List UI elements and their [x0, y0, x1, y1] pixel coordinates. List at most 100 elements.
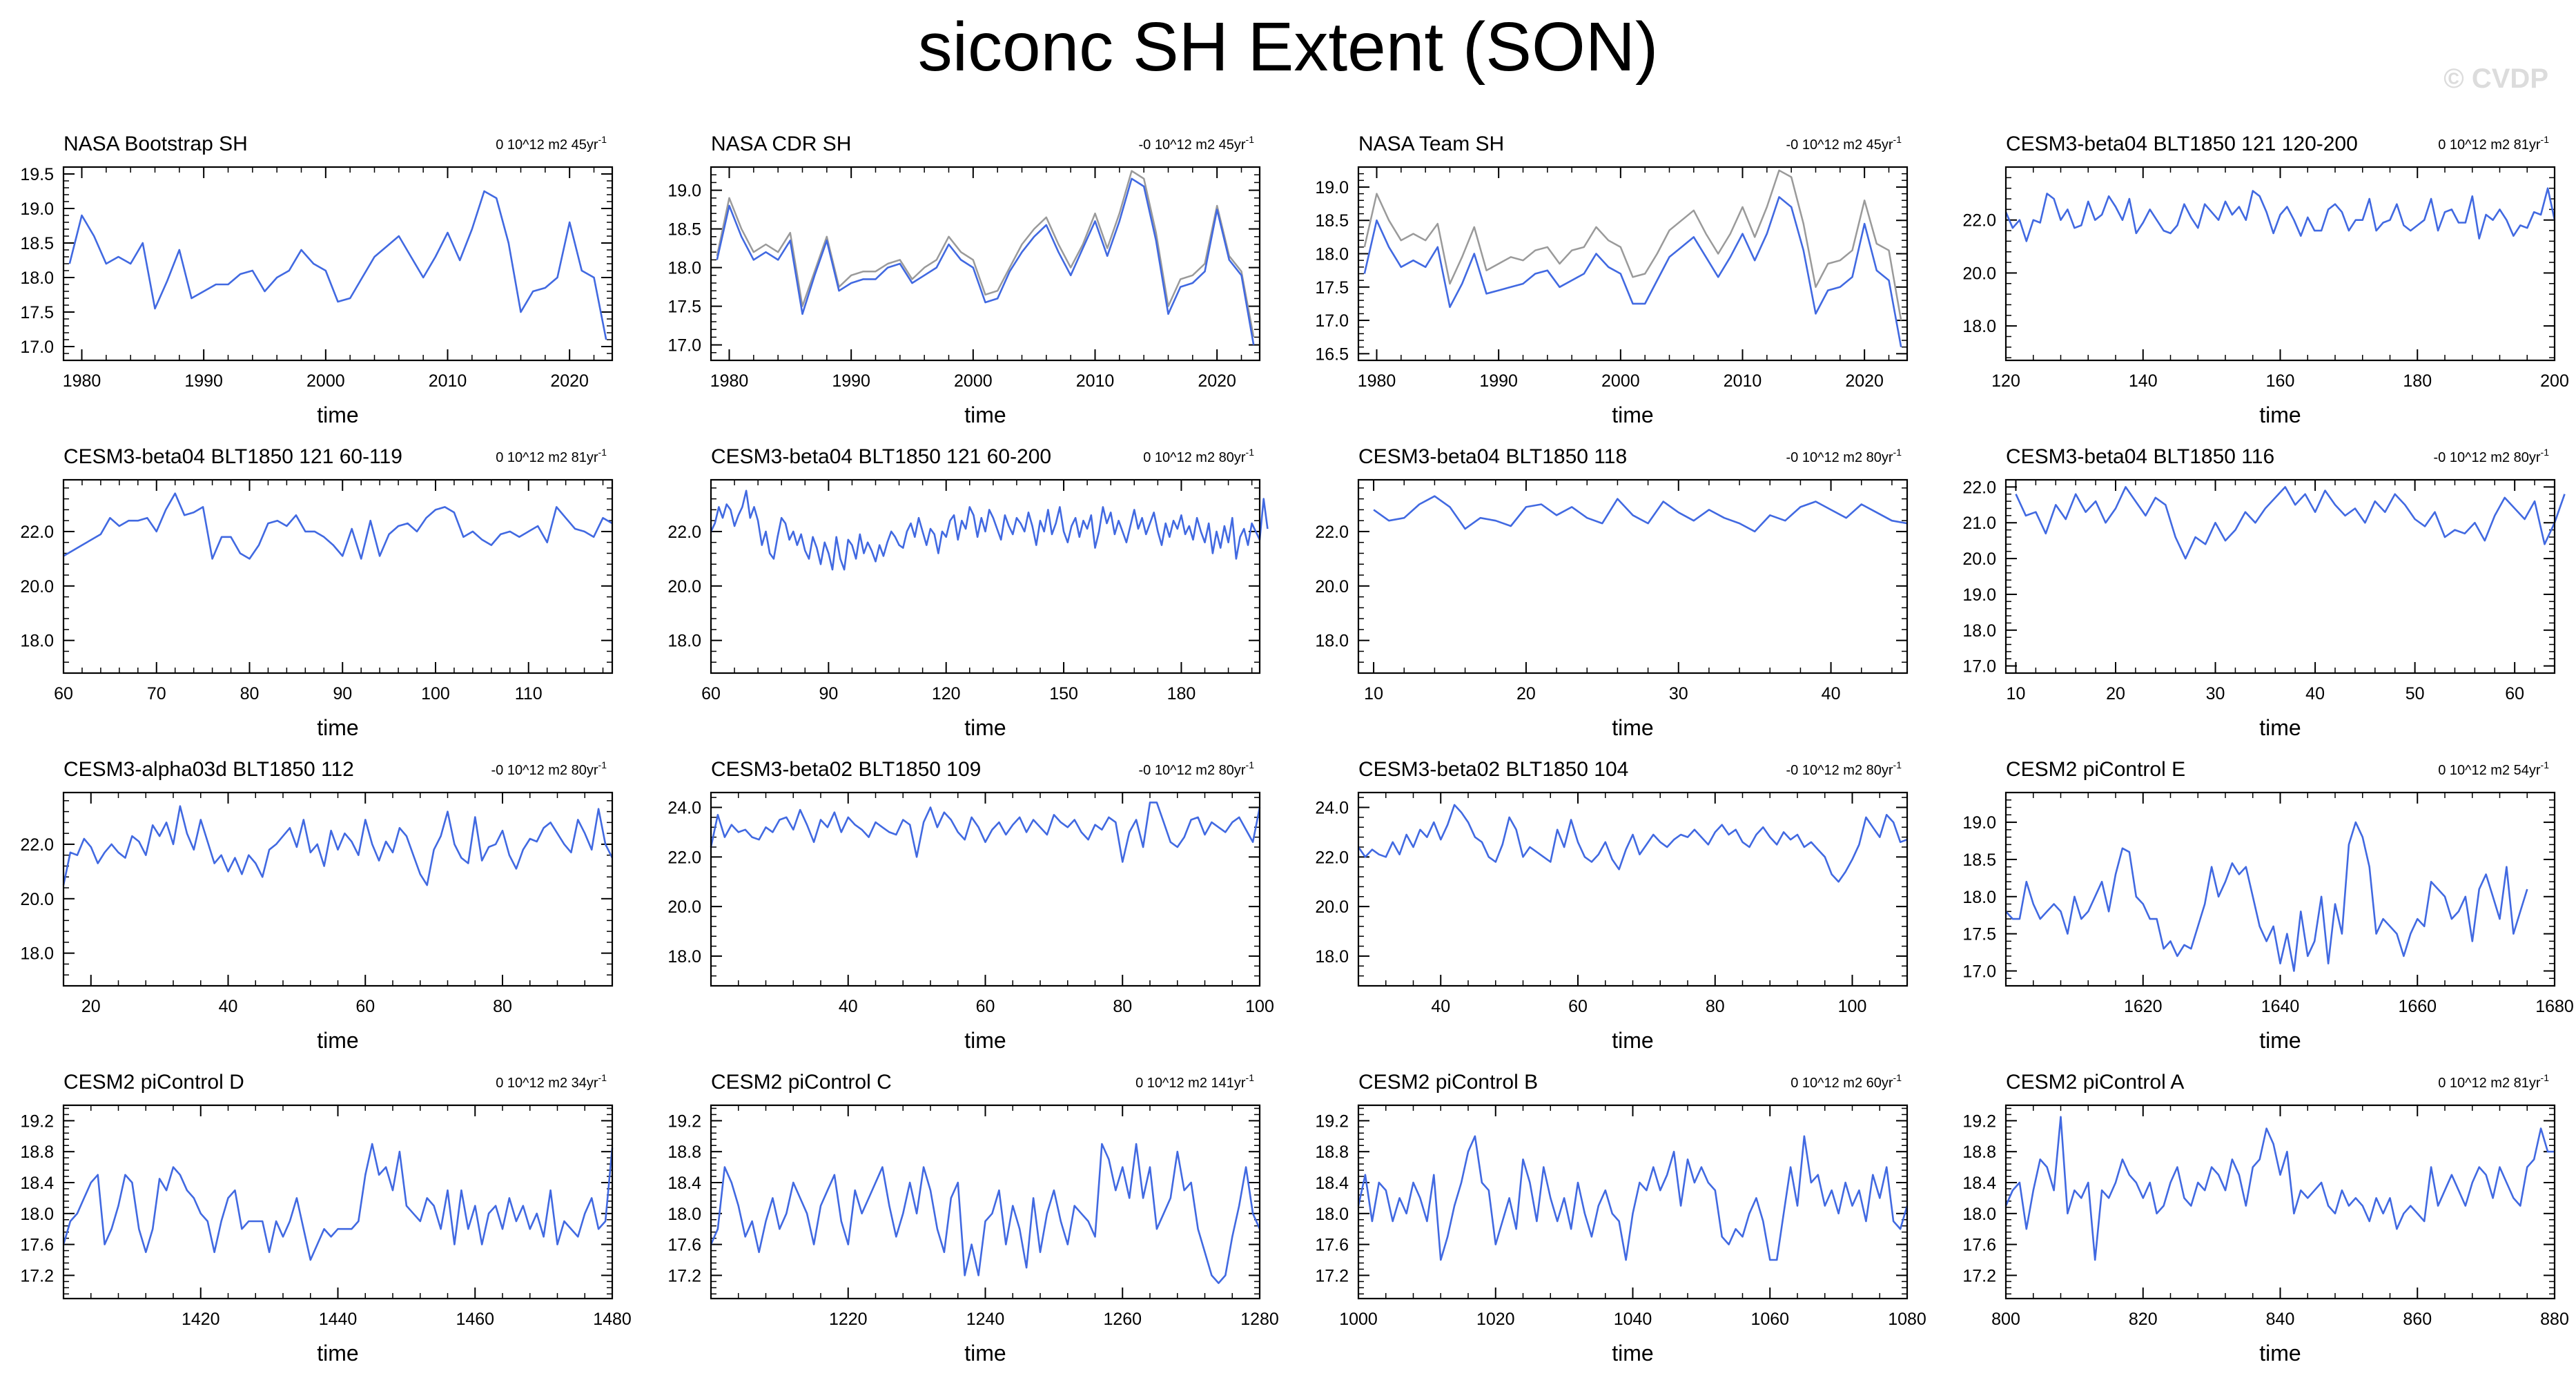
panel-annotation: -0 10^12 m2 80yr-1	[1786, 447, 1902, 465]
panel-annotation: 0 10^12 m2 45yr-1	[496, 134, 607, 153]
y-tick-label: 22.0	[667, 523, 701, 542]
x-axis-label: time	[1612, 715, 1653, 740]
y-tick-label: 19.2	[667, 1111, 701, 1131]
series-line	[2015, 486, 2566, 560]
plot-frame	[62, 1104, 614, 1300]
x-tick-label: 60	[2505, 684, 2524, 703]
annotation-exponent: -1	[2541, 759, 2550, 770]
panel-title: CESM3-beta04 BLT1850 116	[2006, 445, 2274, 468]
panel-title: CESM3-beta02 BLT1850 104	[1358, 758, 1628, 781]
y-tick-label: 18.5	[1962, 851, 1996, 870]
x-tick-label: 60	[355, 997, 375, 1016]
panel-title: CESM3-beta04 BLT1850 121 60-200	[711, 445, 1051, 468]
y-tick-label: 17.6	[667, 1236, 701, 1255]
y-tick-label: 18.5	[667, 220, 701, 240]
series-line	[2004, 187, 2556, 242]
panel-annotation: 0 10^12 m2 34yr-1	[496, 1072, 607, 1091]
panel-annotation: -0 10^12 m2 80yr-1	[1139, 759, 1255, 778]
x-tick-label: 100	[1245, 997, 1274, 1016]
y-tick-label: 19.0	[667, 182, 701, 201]
y-tick-label: 22.0	[1962, 211, 1996, 231]
plot-frame	[62, 791, 614, 987]
annotation-exponent: -1	[598, 1072, 607, 1083]
plot-frame	[1357, 478, 1909, 674]
series-line	[2005, 821, 2528, 972]
panel-title: CESM2 piControl A	[2006, 1071, 2184, 1094]
annotation-exponent: -1	[598, 447, 607, 458]
plot-frame	[2004, 1104, 2556, 1300]
panel-annotation: 0 10^12 m2 81yr-1	[2438, 1072, 2549, 1091]
x-tick-label: 1000	[1339, 1310, 1378, 1329]
annotation-text: -0 10^12 m2 45yr	[1139, 137, 1246, 153]
panel-annotation: -0 10^12 m2 80yr-1	[491, 759, 607, 778]
panel-title: CESM2 piControl E	[2006, 758, 2185, 781]
x-tick-label: 1280	[1240, 1310, 1279, 1329]
annotation-exponent: -1	[1246, 759, 1255, 770]
panel-10: CESM3-beta02 BLT1850 109 -0 10^12 m2 80yr…	[667, 758, 1274, 1053]
panel-annotation: 0 10^12 m2 81yr-1	[496, 447, 607, 465]
y-tick-label: 18.0	[1315, 1205, 1349, 1224]
x-tick-label: 150	[1049, 684, 1078, 703]
x-tick-label: 1990	[832, 371, 870, 391]
panel-3: NASA Team SH -0 10^12 m2 45yr-1 16.5 17.0 17…	[1315, 133, 1909, 427]
panel-4: CESM3-beta04 BLT1850 121 120-200 0 10^12 …	[1962, 133, 2569, 427]
x-axis-label: time	[2259, 715, 2301, 740]
x-tick-label: 1990	[1479, 371, 1518, 391]
annotation-exponent: -1	[1893, 447, 1902, 458]
x-tick-label: 1240	[966, 1310, 1005, 1329]
annotation-exponent: -1	[1246, 1072, 1255, 1083]
x-axis-label: time	[317, 402, 358, 427]
y-tick-label: 18.8	[667, 1143, 701, 1162]
x-tick-label: 1260	[1103, 1310, 1142, 1329]
x-tick-label: 20	[81, 997, 101, 1016]
x-tick-label: 60	[54, 684, 73, 703]
y-tick-label: 18.0	[1962, 621, 1996, 641]
annotation-text: -0 10^12 m2 80yr	[2434, 450, 2541, 465]
x-tick-label: 160	[2266, 371, 2295, 391]
x-tick-label: 60	[976, 997, 995, 1016]
annotation-exponent: -1	[1893, 134, 1902, 145]
y-tick-label: 18.4	[1962, 1174, 1996, 1193]
x-axis-label: time	[964, 715, 1006, 740]
annotation-text: -0 10^12 m2 45yr	[1786, 137, 1893, 153]
x-tick-label: 10	[1364, 684, 1383, 703]
x-axis-label: time	[2259, 1341, 2301, 1366]
x-tick-label: 40	[1431, 997, 1450, 1016]
x-tick-label: 40	[1822, 684, 1841, 703]
y-tick-label: 18.0	[20, 1205, 54, 1224]
x-tick-label: 820	[2129, 1310, 2158, 1329]
x-tick-label: 30	[1669, 684, 1688, 703]
annotation-exponent: -1	[598, 759, 607, 770]
x-tick-label: 2000	[306, 371, 345, 391]
annotation-text: -0 10^12 m2 80yr	[1139, 763, 1246, 778]
panel-title: NASA Team SH	[1358, 133, 1504, 155]
x-axis-label: time	[317, 1341, 358, 1366]
panel-12: CESM2 piControl E 0 10^12 m2 54yr-1 17.0 17…	[1962, 758, 2573, 1053]
x-tick-label: 1620	[2124, 997, 2163, 1016]
series-line	[62, 1143, 614, 1261]
series-line-reference	[1363, 169, 1902, 321]
x-tick-label: 60	[1568, 997, 1588, 1016]
x-tick-label: 1980	[63, 371, 101, 391]
plot-frame	[1357, 791, 1909, 987]
y-tick-label: 20.0	[1315, 577, 1349, 596]
y-tick-label: 24.0	[1315, 799, 1349, 818]
y-tick-label: 17.2	[1315, 1266, 1349, 1285]
x-tick-label: 1220	[829, 1310, 868, 1329]
panel-14: CESM2 piControl C 0 10^12 m2 141yr-1 17.2 1…	[667, 1071, 1278, 1366]
x-tick-label: 2000	[954, 371, 993, 391]
x-tick-label: 1040	[1614, 1310, 1652, 1329]
panel-annotation: -0 10^12 m2 80yr-1	[2434, 447, 2550, 465]
annotation-exponent: -1	[1893, 1072, 1902, 1083]
panel-9: CESM3-alpha03d BLT1850 112 -0 10^12 m2 80…	[20, 758, 614, 1053]
series-line	[710, 489, 1269, 571]
annotation-exponent: -1	[1893, 759, 1902, 770]
series-line	[1357, 804, 1908, 883]
panel-annotation: -0 10^12 m2 45yr-1	[1786, 134, 1902, 153]
x-tick-label: 50	[2406, 684, 2425, 703]
x-tick-label: 90	[333, 684, 352, 703]
x-tick-label: 80	[240, 684, 260, 703]
y-tick-label: 17.6	[1315, 1236, 1349, 1255]
annotation-text: 0 10^12 m2 60yr	[1790, 1076, 1893, 1091]
panel-title: CESM3-alpha03d BLT1850 112	[64, 758, 354, 781]
